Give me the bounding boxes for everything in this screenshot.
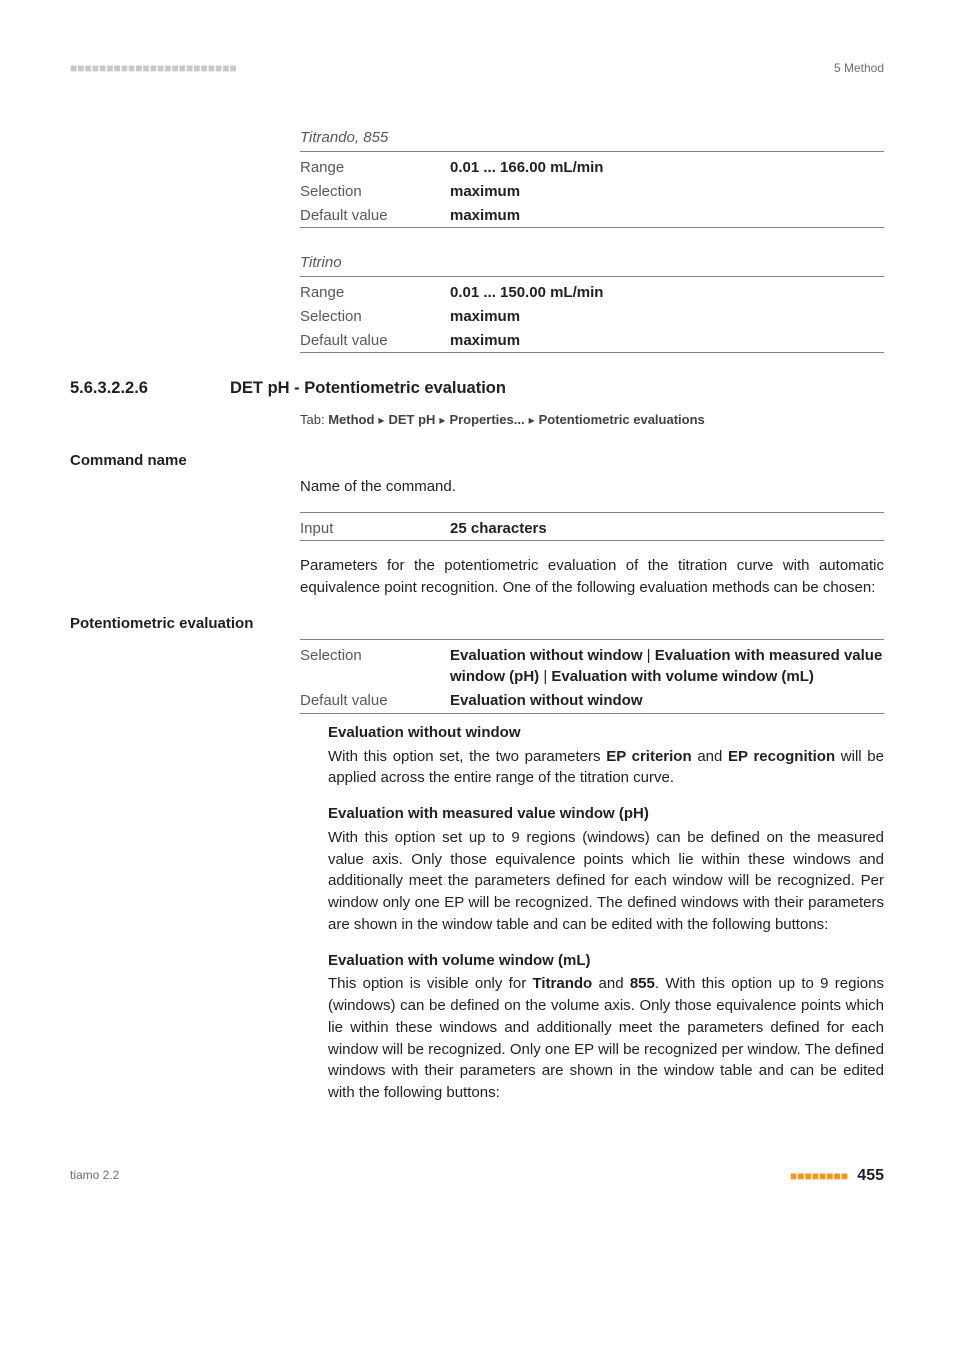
param-val: 0.01 ... 166.00 mL/min (450, 156, 884, 180)
tab-path: Tab: Method▸DET pH▸Properties...▸Potenti… (300, 411, 884, 430)
param-key: Default value (300, 689, 450, 713)
tab-part: Method (328, 412, 374, 427)
sub-heading: Evaluation without window (328, 722, 884, 744)
param-val: maximum (450, 305, 884, 329)
tab-prefix: Tab: (300, 412, 325, 427)
section-title: DET pH - Potentiometric evaluation (230, 377, 506, 401)
tab-part: Properties... (449, 412, 524, 427)
table-row: Selectionmaximum (300, 305, 884, 329)
rule (300, 276, 884, 277)
param-key: Default value (300, 329, 450, 353)
section-heading: 5.6.3.2.2.6 DET pH - Potentiometric eval… (70, 377, 884, 401)
sub-body: This option is visible only for Titrando… (328, 973, 884, 1104)
command-name-desc: Name of the command. (300, 476, 884, 498)
page-number: 455 (857, 1167, 884, 1184)
command-name-after: Parameters for the potentiometric evalua… (300, 555, 884, 599)
param-val: maximum (450, 204, 884, 228)
rule (300, 352, 884, 353)
param-block-0: Titrando, 855 Range0.01 ... 166.00 mL/mi… (300, 127, 884, 228)
pot-eval-label: Potentiometric evaluation (70, 613, 884, 635)
table-row: Default valueEvaluation without window (300, 689, 884, 713)
param-key: Selection (300, 305, 450, 329)
param-key: Selection (300, 644, 450, 690)
triangle-icon: ▸ (374, 412, 388, 429)
header-right: 5 Method (834, 60, 884, 77)
section-number: 5.6.3.2.2.6 (70, 377, 190, 401)
param-key: Selection (300, 180, 450, 204)
param-val: maximum (450, 329, 884, 353)
param-table: Range0.01 ... 166.00 mL/min Selectionmax… (300, 156, 884, 227)
table-row: Range0.01 ... 166.00 mL/min (300, 156, 884, 180)
table-row: SelectionEvaluation without window | Eva… (300, 644, 884, 690)
param-val: Evaluation without window (450, 689, 884, 713)
rule (300, 151, 884, 152)
sub-heading: Evaluation with volume window (mL) (328, 950, 884, 972)
sub-heading: Evaluation with measured value window (p… (328, 803, 884, 825)
command-name-label: Command name (70, 450, 884, 472)
input-table: Input25 characters (300, 517, 884, 541)
header-dots: ■■■■■■■■■■■■■■■■■■■■■■■ (70, 60, 237, 77)
param-val: 25 characters (450, 517, 884, 541)
table-row: Default valuemaximum (300, 329, 884, 353)
sub-body: With this option set up to 9 regions (wi… (328, 827, 884, 936)
footer-dots: ■■■■■■■■ (790, 1169, 848, 1183)
triangle-icon: ▸ (525, 412, 539, 429)
param-val: maximum (450, 180, 884, 204)
table-row: Input25 characters (300, 517, 884, 541)
param-key: Range (300, 156, 450, 180)
tab-part: DET pH (388, 412, 435, 427)
device-label: Titrando, 855 (300, 127, 884, 149)
table-row: Default valuemaximum (300, 204, 884, 228)
footer-left: tiamo 2.2 (70, 1167, 119, 1184)
table-row: Range0.01 ... 150.00 mL/min (300, 281, 884, 305)
device-label: Titrino (300, 252, 884, 274)
triangle-icon: ▸ (435, 412, 449, 429)
page-footer: tiamo 2.2 ■■■■■■■■ 455 (70, 1164, 884, 1187)
tab-part: Potentiometric evaluations (539, 412, 705, 427)
param-val: Evaluation without window | Evaluation w… (450, 644, 884, 690)
param-key: Default value (300, 204, 450, 228)
param-table: Range0.01 ... 150.00 mL/min Selectionmax… (300, 281, 884, 352)
table-row: Selectionmaximum (300, 180, 884, 204)
param-block-1: Titrino Range0.01 ... 150.00 mL/min Sele… (300, 252, 884, 353)
rule (300, 540, 884, 541)
page-header: ■■■■■■■■■■■■■■■■■■■■■■■ 5 Method (70, 60, 884, 77)
param-key: Range (300, 281, 450, 305)
rule (300, 713, 884, 714)
rule (300, 639, 884, 640)
sub-body: With this option set, the two parameters… (328, 746, 884, 790)
param-val: 0.01 ... 150.00 mL/min (450, 281, 884, 305)
rule (300, 512, 884, 513)
rule (300, 227, 884, 228)
pot-eval-table: SelectionEvaluation without window | Eva… (300, 644, 884, 713)
param-key: Input (300, 517, 450, 541)
